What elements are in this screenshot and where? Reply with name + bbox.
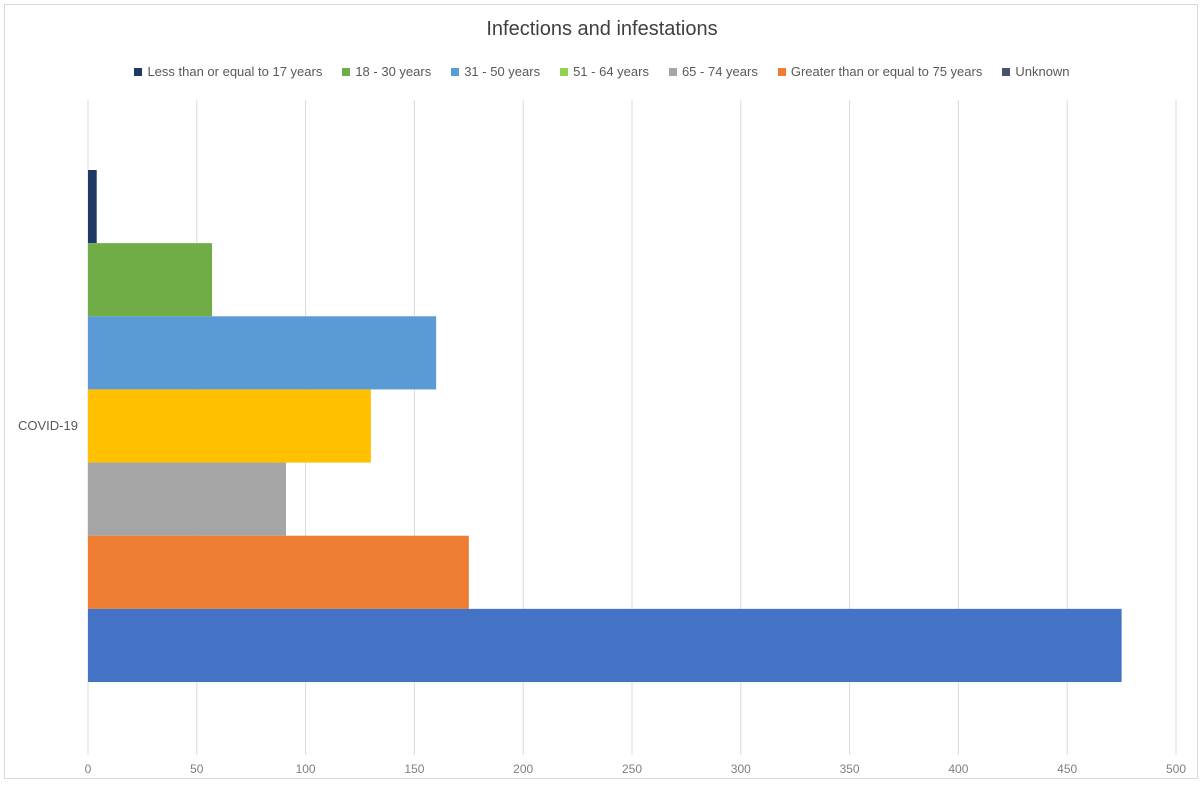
x-tick-label: 350 [840,762,860,776]
legend-item: Greater than or equal to 75 years [777,64,983,79]
bar-31-50-years [88,316,437,390]
legend-item: 31 - 50 years [451,64,540,79]
legend-swatch [134,67,143,76]
legend-item: Less than or equal to 17 years [134,64,322,79]
legend-label: 18 - 30 years [355,64,432,79]
legend-swatch [560,67,569,76]
x-tick-label: 400 [948,762,968,776]
legend-label: Greater than or equal to 75 years [790,64,983,79]
x-tick-label: 450 [1057,762,1077,776]
bar-less-than-or-equal-to-17-years [88,170,97,244]
legend-label: Less than or equal to 17 years [147,64,323,79]
bar-51-64-years [88,389,371,463]
bar-65-74-years [88,462,287,536]
chart-title: Infections and infestations [486,18,718,40]
bar-greater-than-or-equal-to-75-years [88,535,469,609]
legend-item: 51 - 64 years [560,64,649,79]
legend-label: 65 - 74 years [681,64,758,79]
legend-label: 31 - 50 years [464,64,541,79]
legend-label: Unknown [1015,64,1070,79]
legend-item: Unknown [1002,64,1070,79]
legend-label: 51 - 64 years [573,64,649,79]
legend-item: 65 - 74 years [668,64,758,79]
x-tick-label: 0 [85,762,92,776]
legend-item: 18 - 30 years [342,64,431,79]
legend-swatch [668,67,677,76]
x-tick-label: 300 [731,762,751,776]
x-tick-label: 150 [404,762,424,776]
x-tick-label: 100 [296,762,316,776]
x-tick-label: 200 [513,762,533,776]
y-category-label: COVID-19 [18,418,78,433]
x-tick-label: 50 [190,762,204,776]
bar-unknown [88,608,1122,682]
x-tick-label: 250 [622,762,642,776]
legend: Less than or equal to 17 years 18 - 30 ye… [0,64,1204,79]
bar-18-30-years [88,243,213,317]
legend-swatch [342,67,351,76]
legend-swatch [1002,67,1011,76]
legend-swatch [777,67,786,76]
x-tick-label: 500 [1166,762,1186,776]
legend-swatch [451,67,460,76]
